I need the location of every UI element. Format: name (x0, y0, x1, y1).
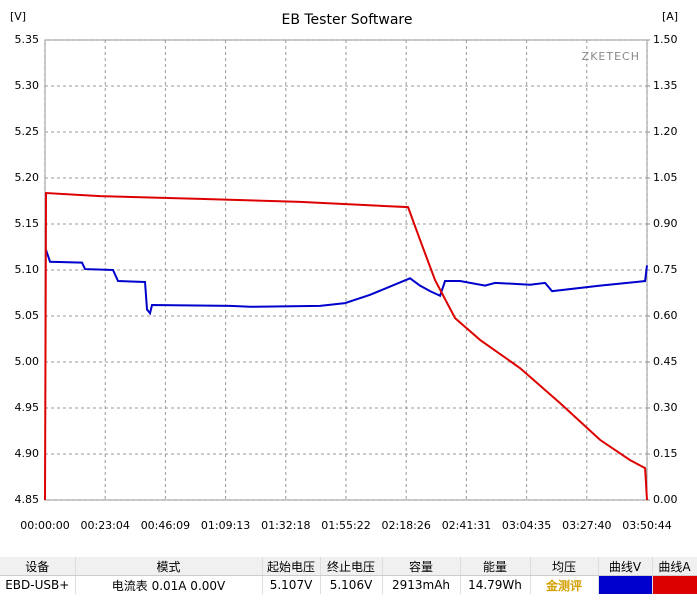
y-tick-label: 4.85 (15, 493, 40, 506)
x-tick-label: 03:04:35 (502, 519, 551, 532)
header-cell: 曲线V (598, 557, 653, 576)
header-cell: 设备 (0, 557, 76, 576)
header-cell: 能量 (460, 557, 531, 576)
legend-swatch (652, 575, 697, 594)
info-table: 设备 模式 起始电压 终止电压 容量 能量 均压 曲线V 曲线A EBD-USB+ 电流表 0.0… (0, 557, 697, 594)
y2-tick-label: 0.00 (653, 493, 678, 506)
x-tick-label: 03:50:44 (622, 519, 671, 532)
y2-tick-label: 1.50 (653, 33, 678, 46)
data-cell: 电流表 0.01A 0.00V (75, 575, 263, 594)
data-cell: EBD-USB+ (0, 575, 76, 594)
data-cell: 2913mAh (382, 575, 461, 594)
y-tick-label: 5.10 (15, 263, 40, 276)
x-tick-label: 03:27:40 (562, 519, 611, 532)
header-cell: 模式 (75, 557, 263, 576)
y2-tick-label: 0.90 (653, 217, 678, 230)
chart-title: EB Tester Software (281, 12, 412, 28)
logo: 金测评 (530, 575, 599, 594)
x-tick-label: 02:18:26 (381, 519, 430, 532)
y2-tick-label: 0.15 (653, 447, 678, 460)
x-tick-label: 01:09:13 (201, 519, 250, 532)
y2-tick-label: 0.60 (653, 309, 678, 322)
x-tick-label: 01:55:22 (321, 519, 370, 532)
y-tick-label: 5.20 (15, 171, 40, 184)
y-tick-label: 4.95 (15, 401, 40, 414)
y-tick-label: 4.90 (15, 447, 40, 460)
watermark: ZKETECH (582, 50, 640, 63)
y2-tick-label: 1.05 (653, 171, 678, 184)
y2-tick-label: 0.45 (653, 355, 678, 368)
x-tick-label: 02:41:31 (442, 519, 491, 532)
chart: EB Tester Software [V] [A] ZKETECH 5.35 5… (10, 10, 678, 532)
y2-tick-label: 0.75 (653, 263, 678, 276)
header-cell: 终止电压 (320, 557, 383, 576)
x-tick-label: 00:23:04 (80, 519, 129, 532)
y2-tick-label: 1.20 (653, 125, 678, 138)
x-tick-label: 01:32:18 (261, 519, 310, 532)
y-tick-label: 5.00 (15, 355, 40, 368)
y-tick-label: 5.15 (15, 217, 40, 230)
y2-tick-label: 1.35 (653, 79, 678, 92)
y-tick-label: 5.30 (15, 79, 40, 92)
y2-tick-label: 0.30 (653, 401, 678, 414)
series-line (44, 191, 648, 501)
header-cell: 曲线A (652, 557, 697, 576)
x-tick-label: 00:46:09 (141, 519, 190, 532)
y-tick-label: 5.35 (15, 33, 40, 46)
header-cell: 均压 (530, 557, 599, 576)
y-tick-label: 5.25 (15, 125, 40, 138)
legend-swatch (598, 575, 653, 594)
header-cell: 容量 (382, 557, 461, 576)
data-cell: 5.107V (262, 575, 321, 594)
data-cell: 14.79Wh (460, 575, 531, 594)
y2-axis-label: [A] (662, 10, 678, 23)
data-cell: 5.106V (320, 575, 383, 594)
data-row: EBD-USB+ 电流表 0.01A 0.00V 5.107V 5.106V 2913m… (0, 575, 697, 594)
header-cell: 起始电压 (262, 557, 321, 576)
series-line (45, 249, 648, 316)
y-axis-label: [V] (10, 10, 26, 23)
y-tick-label: 5.05 (15, 309, 40, 322)
x-tick-label: 00:00:00 (20, 519, 69, 532)
header-row: 设备 模式 起始电压 终止电压 容量 能量 均压 曲线V 曲线A (0, 557, 697, 576)
